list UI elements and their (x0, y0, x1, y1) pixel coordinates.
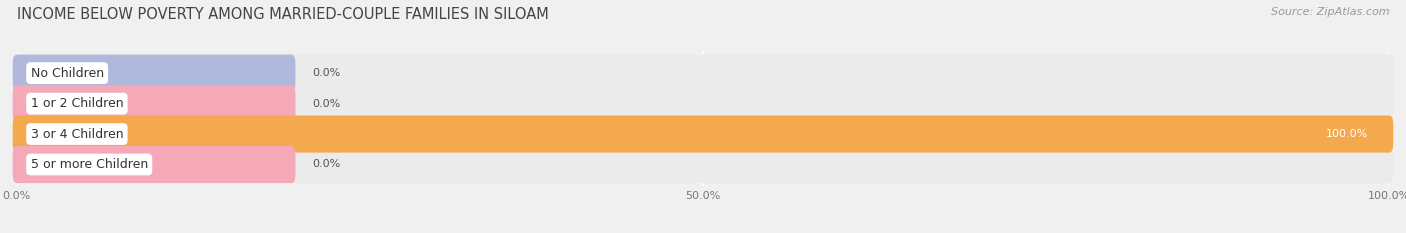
FancyBboxPatch shape (13, 146, 295, 183)
FancyBboxPatch shape (13, 116, 1393, 153)
FancyBboxPatch shape (13, 85, 295, 122)
Text: 0.0%: 0.0% (312, 68, 340, 78)
FancyBboxPatch shape (13, 116, 1393, 153)
Text: 0.0%: 0.0% (312, 99, 340, 109)
Text: 1 or 2 Children: 1 or 2 Children (31, 97, 124, 110)
Text: 0.0%: 0.0% (312, 159, 340, 169)
FancyBboxPatch shape (13, 55, 1393, 92)
FancyBboxPatch shape (13, 146, 1393, 183)
Text: No Children: No Children (31, 67, 104, 80)
Text: 100.0%: 100.0% (1326, 129, 1368, 139)
Text: Source: ZipAtlas.com: Source: ZipAtlas.com (1271, 7, 1389, 17)
FancyBboxPatch shape (13, 55, 295, 92)
Text: INCOME BELOW POVERTY AMONG MARRIED-COUPLE FAMILIES IN SILOAM: INCOME BELOW POVERTY AMONG MARRIED-COUPL… (17, 7, 548, 22)
Text: 5 or more Children: 5 or more Children (31, 158, 148, 171)
Text: 3 or 4 Children: 3 or 4 Children (31, 127, 124, 140)
FancyBboxPatch shape (13, 85, 1393, 122)
